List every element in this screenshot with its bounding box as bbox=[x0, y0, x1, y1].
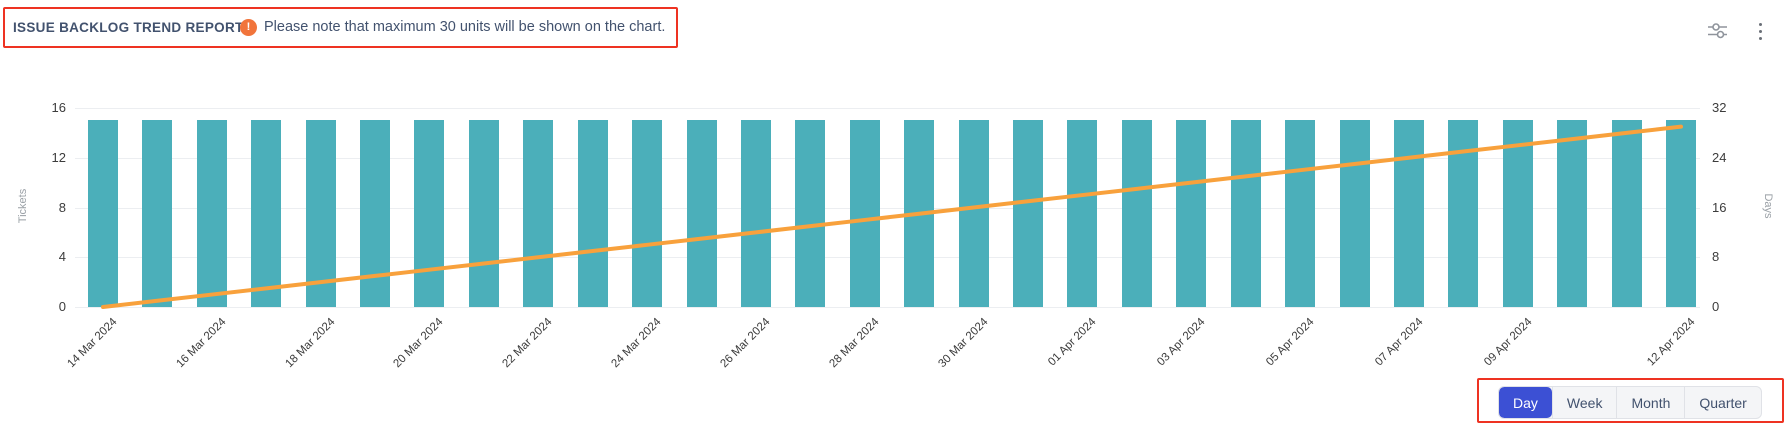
right-axis-tick: 16 bbox=[1712, 199, 1727, 215]
bar-14 Mar 2024[interactable] bbox=[88, 120, 118, 307]
right-axis-tick: 24 bbox=[1712, 149, 1727, 165]
left-axis-tick: 16 bbox=[51, 100, 66, 115]
bar-09 Apr 2024[interactable] bbox=[1502, 120, 1533, 307]
gridline bbox=[75, 207, 1700, 209]
period-switcher: Day Week Month Quarter bbox=[1498, 386, 1762, 419]
period-button-quarter[interactable]: Quarter bbox=[1684, 387, 1760, 418]
alert-circle-icon: ! bbox=[240, 19, 257, 36]
bar-07 Apr 2024[interactable] bbox=[1393, 120, 1424, 307]
bar-01 Apr 2024[interactable] bbox=[1067, 120, 1098, 307]
right-axis-tick: 32 bbox=[1712, 100, 1727, 115]
right-axis-tick: 0 bbox=[1712, 299, 1720, 314]
left-axis-tick: 12 bbox=[51, 149, 66, 165]
bar-10 Apr 2024[interactable] bbox=[1557, 120, 1588, 307]
bar-27 Mar 2024[interactable] bbox=[795, 120, 826, 307]
right-axis-tick: 8 bbox=[1712, 249, 1720, 265]
bar-06 Apr 2024[interactable] bbox=[1339, 120, 1370, 307]
report-title: ISSUE BACKLOG TREND REPORT bbox=[13, 20, 244, 35]
bar-31 Mar 2024[interactable] bbox=[1013, 120, 1044, 307]
bar-18 Mar 2024[interactable] bbox=[305, 120, 336, 307]
bar-24 Mar 2024[interactable] bbox=[632, 120, 663, 307]
bar-26 Mar 2024[interactable] bbox=[740, 120, 771, 307]
bar-15 Mar 2024[interactable] bbox=[142, 120, 173, 307]
bar-23 Mar 2024[interactable] bbox=[577, 120, 608, 307]
bar-03 Apr 2024[interactable] bbox=[1176, 120, 1207, 307]
bar-12 Apr 2024[interactable] bbox=[1666, 120, 1696, 307]
period-button-month[interactable]: Month bbox=[1616, 387, 1684, 418]
bar-30 Mar 2024[interactable] bbox=[958, 120, 989, 307]
bar-04 Apr 2024[interactable] bbox=[1230, 120, 1261, 307]
bar-28 Mar 2024[interactable] bbox=[849, 120, 880, 307]
bar-02 Apr 2024[interactable] bbox=[1121, 120, 1152, 307]
left-axis-tick: 0 bbox=[58, 299, 66, 314]
bar-21 Mar 2024[interactable] bbox=[468, 120, 499, 307]
kebab-menu-icon[interactable] bbox=[1750, 18, 1770, 44]
bar-22 Mar 2024[interactable] bbox=[523, 120, 554, 307]
gridline bbox=[75, 108, 1700, 109]
bar-20 Mar 2024[interactable] bbox=[414, 120, 445, 307]
report-note: Please note that maximum 30 units will b… bbox=[264, 19, 666, 35]
left-axis-tick: 8 bbox=[58, 199, 66, 215]
period-button-week[interactable]: Week bbox=[1551, 387, 1617, 418]
filter-sliders-icon[interactable] bbox=[1704, 18, 1730, 44]
gridline bbox=[75, 157, 1700, 159]
left-axis-tick: 4 bbox=[58, 249, 66, 265]
bar-11 Apr 2024[interactable] bbox=[1611, 120, 1642, 307]
period-button-day[interactable]: Day bbox=[1499, 387, 1552, 418]
gridline bbox=[75, 307, 1700, 308]
bar-25 Mar 2024[interactable] bbox=[686, 120, 717, 307]
gridline bbox=[75, 257, 1700, 259]
bar-16 Mar 2024[interactable] bbox=[196, 120, 227, 307]
bar-17 Mar 2024[interactable] bbox=[251, 120, 282, 307]
bar-05 Apr 2024[interactable] bbox=[1285, 120, 1316, 307]
